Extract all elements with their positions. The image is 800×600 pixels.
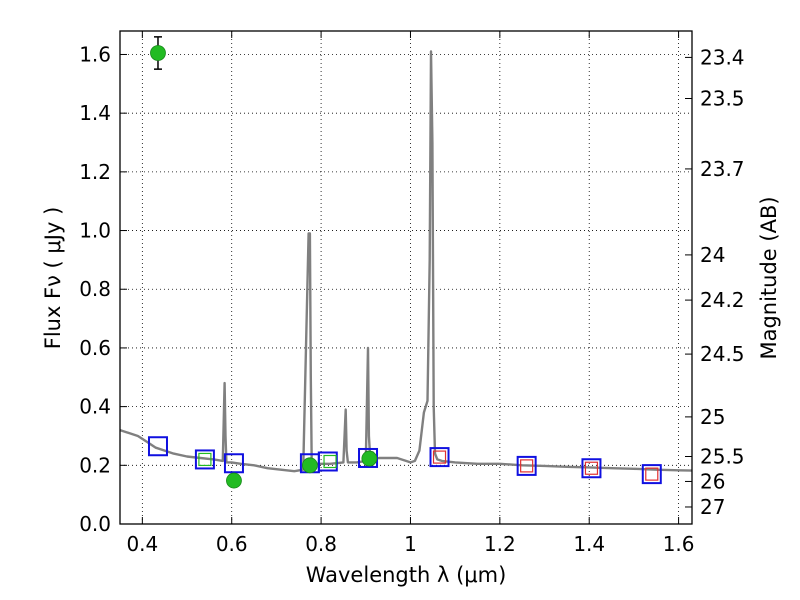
observed-point bbox=[226, 472, 242, 489]
spectrum-line bbox=[119, 50, 693, 473]
y-tick-label: 0.8 bbox=[79, 277, 111, 301]
inner-square-marker bbox=[520, 459, 534, 473]
x-tick-label: 0.4 bbox=[126, 532, 158, 556]
model-photometry-square bbox=[317, 451, 338, 472]
inner-square-marker bbox=[198, 452, 212, 467]
y2-axis-title: Magnitude (AB) bbox=[757, 196, 781, 359]
inner-square-marker bbox=[645, 467, 659, 481]
y2-tick-label: 23.7 bbox=[700, 157, 745, 181]
model-photometry-square bbox=[641, 464, 662, 485]
x-tick-label: 1.2 bbox=[484, 532, 516, 556]
y2-tick-label: 24 bbox=[700, 243, 725, 267]
y-tick-label: 0.0 bbox=[79, 512, 111, 536]
inner-square-marker bbox=[584, 461, 599, 475]
x-tick-label: 1 bbox=[404, 532, 417, 556]
marker-layer bbox=[147, 36, 662, 489]
x-tick-label: 0.6 bbox=[216, 532, 248, 556]
y2-tick-label: 24.2 bbox=[700, 288, 745, 312]
y-tick-label: 0.6 bbox=[79, 336, 111, 360]
tick-layer: 0.4 0.6 0.8 1 1.2 1.4 1.6 0.0 0.2 0.4 0.6 0.8 1.0 1.2… bbox=[79, 31, 745, 556]
y-axis-title: Flux Fν ( μJy ) bbox=[41, 207, 65, 350]
model-photometry-square bbox=[581, 458, 602, 479]
y2-tick-label: 27 bbox=[700, 495, 725, 519]
model-photometry-square bbox=[194, 449, 215, 470]
y2-tick-label: 24.5 bbox=[700, 342, 745, 366]
y-tick-label: 1.2 bbox=[79, 160, 111, 184]
model-photometry-square bbox=[516, 455, 537, 476]
x-tick-label: 1.4 bbox=[573, 532, 605, 556]
model-photometry-square bbox=[223, 453, 244, 474]
spectrum-layer bbox=[119, 50, 693, 473]
inner-square-marker bbox=[432, 450, 447, 464]
observed-point bbox=[150, 45, 166, 61]
observed-point bbox=[361, 450, 378, 467]
y2-tick-label: 25.5 bbox=[700, 445, 745, 469]
y2-tick-label: 26 bbox=[700, 469, 725, 493]
y-tick-label: 1.6 bbox=[79, 42, 111, 66]
observed-point bbox=[302, 457, 318, 474]
y2-tick-label: 25 bbox=[700, 405, 725, 429]
y-tick-label: 0.4 bbox=[79, 395, 111, 419]
y-tick-label: 0.2 bbox=[79, 453, 111, 477]
y2-tick-label: 23.4 bbox=[700, 45, 745, 69]
y-tick-label: 1.0 bbox=[79, 219, 111, 243]
x-tick-label: 0.8 bbox=[305, 532, 337, 556]
x-tick-label: 1.6 bbox=[663, 532, 695, 556]
model-photometry-square bbox=[147, 436, 168, 457]
y2-tick-label: 23.5 bbox=[700, 86, 745, 110]
y-tick-label: 1.4 bbox=[79, 101, 111, 125]
model-photometry-square bbox=[429, 447, 450, 468]
x-axis-title: Wavelength λ (μm) bbox=[306, 563, 507, 587]
inner-square-marker bbox=[323, 454, 337, 469]
plot-frame bbox=[119, 30, 693, 525]
